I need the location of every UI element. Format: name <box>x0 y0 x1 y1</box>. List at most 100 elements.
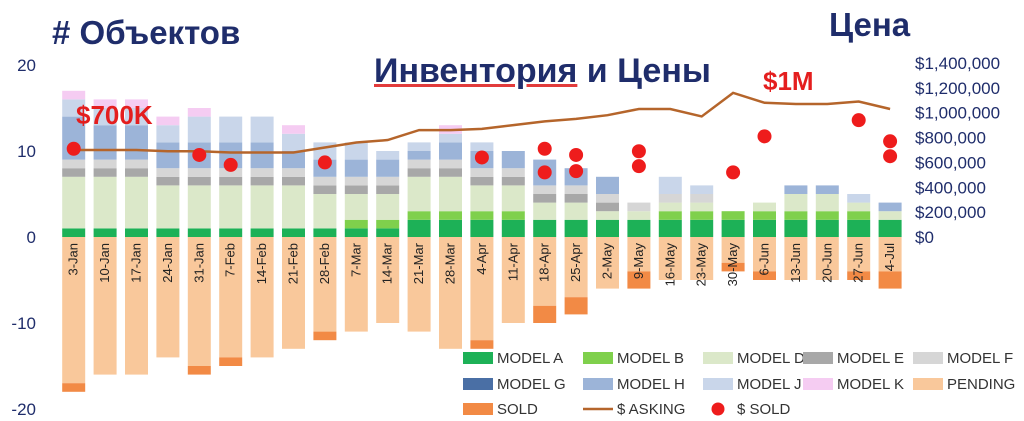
bar-model-d <box>784 194 808 212</box>
bar-pending <box>313 237 337 332</box>
bar-pending <box>533 237 557 306</box>
category-label: 23-May <box>694 243 709 287</box>
legend-label-model-e: MODEL E <box>837 350 904 367</box>
bar-model-a <box>125 228 148 237</box>
category-label: 11-Apr <box>505 242 520 281</box>
bar-model-a <box>878 219 902 237</box>
bar-model-a <box>219 228 243 237</box>
category-label: 31-Jan <box>191 243 206 283</box>
bar-model-d <box>847 202 871 212</box>
category-label: 13-Jun <box>788 243 803 283</box>
bar-model-f <box>470 168 494 177</box>
bar-model-f <box>344 176 368 186</box>
bar-pending <box>250 237 274 358</box>
bar-model-f <box>501 168 525 177</box>
y-tick-label: -10 <box>11 314 36 333</box>
bar-model-e <box>282 176 305 186</box>
bar-model-e <box>564 194 588 203</box>
bar-model-j <box>187 116 211 143</box>
chart-title: Инвентория и Цены <box>374 52 711 91</box>
bar-model-d <box>156 185 180 229</box>
category-label: 3-Jan <box>66 243 81 276</box>
bar-sold <box>219 357 243 366</box>
y2-tick-label: $600,000 <box>915 153 986 172</box>
bar-pending <box>690 237 714 280</box>
legend-swatch-model-g <box>463 378 493 390</box>
bar-model-d <box>564 202 588 220</box>
bar-model-d <box>690 202 714 212</box>
bar-model-a <box>62 228 86 237</box>
legend-swatch--sold <box>711 402 725 416</box>
bar-model-a <box>596 219 619 237</box>
bar-model-f <box>313 176 337 186</box>
bar-pending <box>125 237 148 375</box>
sold-price-point <box>537 141 552 156</box>
bar-pending <box>439 237 462 349</box>
sold-price-point <box>569 164 584 179</box>
sold-price-point <box>537 165 552 180</box>
bar-model-d <box>533 202 557 220</box>
bar-sold <box>847 271 871 280</box>
category-label: 4-Apr <box>474 242 489 274</box>
bar-model-f <box>596 194 619 203</box>
sold-price-point <box>851 113 866 128</box>
bar-model-f <box>250 168 274 177</box>
bar-model-f <box>658 194 682 203</box>
sold-price-point <box>474 150 489 165</box>
sold-price-point <box>757 129 772 144</box>
bar-sold <box>721 262 745 272</box>
bar-model-e <box>596 202 619 212</box>
category-label: 14-Mar <box>380 242 395 284</box>
category-label: 27-Jun <box>851 243 866 283</box>
bar-model-a <box>784 219 808 237</box>
bar-sold <box>62 383 86 392</box>
bar-model-h <box>501 151 525 169</box>
bar-model-b <box>376 219 400 229</box>
bar-model-a <box>407 219 431 237</box>
bar-pending <box>219 237 243 358</box>
bar-model-e <box>407 168 431 177</box>
bar-model-d <box>93 176 117 229</box>
category-label: 4-Jul <box>882 243 897 271</box>
bar-model-j <box>470 142 494 151</box>
bar-model-d <box>596 211 619 220</box>
bar-model-j <box>407 142 431 151</box>
sold-price-point <box>883 149 898 164</box>
bar-model-j <box>439 133 462 143</box>
bar-model-f <box>407 159 431 169</box>
bar-model-j <box>125 108 148 126</box>
bar-pending <box>564 237 588 298</box>
bar-pending <box>878 237 902 272</box>
bar-model-a <box>93 228 117 237</box>
legend-label-model-a: MODEL A <box>497 350 563 367</box>
bar-model-d <box>219 185 243 229</box>
category-label: 21-Feb <box>286 243 301 284</box>
legend-swatch-model-h <box>583 378 613 390</box>
bar-model-e <box>93 168 117 177</box>
bar-model-j <box>344 142 368 160</box>
bar-model-f <box>533 185 557 194</box>
bar-model-a <box>439 219 462 237</box>
bar-model-h <box>156 142 180 169</box>
sold-price-point <box>66 141 81 156</box>
bar-model-h <box>250 142 274 169</box>
bar-model-d <box>125 176 148 229</box>
bar-model-e <box>125 168 148 177</box>
bar-model-d <box>753 202 776 212</box>
bar-model-d <box>282 185 305 229</box>
legend-label-model-k: MODEL K <box>837 376 904 393</box>
bar-model-a <box>721 219 745 237</box>
bar-model-e <box>470 176 494 186</box>
bar-model-j <box>93 108 117 126</box>
bar-model-h <box>376 159 400 177</box>
bar-model-a <box>690 219 714 237</box>
legend-swatch-model-f <box>913 352 943 364</box>
bar-model-f <box>282 168 305 177</box>
bar-model-h <box>596 176 619 194</box>
bar-model-f <box>125 159 148 169</box>
y-tick-label: 20 <box>17 56 36 75</box>
bar-model-d <box>470 185 494 212</box>
chart-title-part1: Инвентория <box>374 52 578 90</box>
bar-pending <box>596 237 619 289</box>
bar-model-h <box>344 159 368 177</box>
